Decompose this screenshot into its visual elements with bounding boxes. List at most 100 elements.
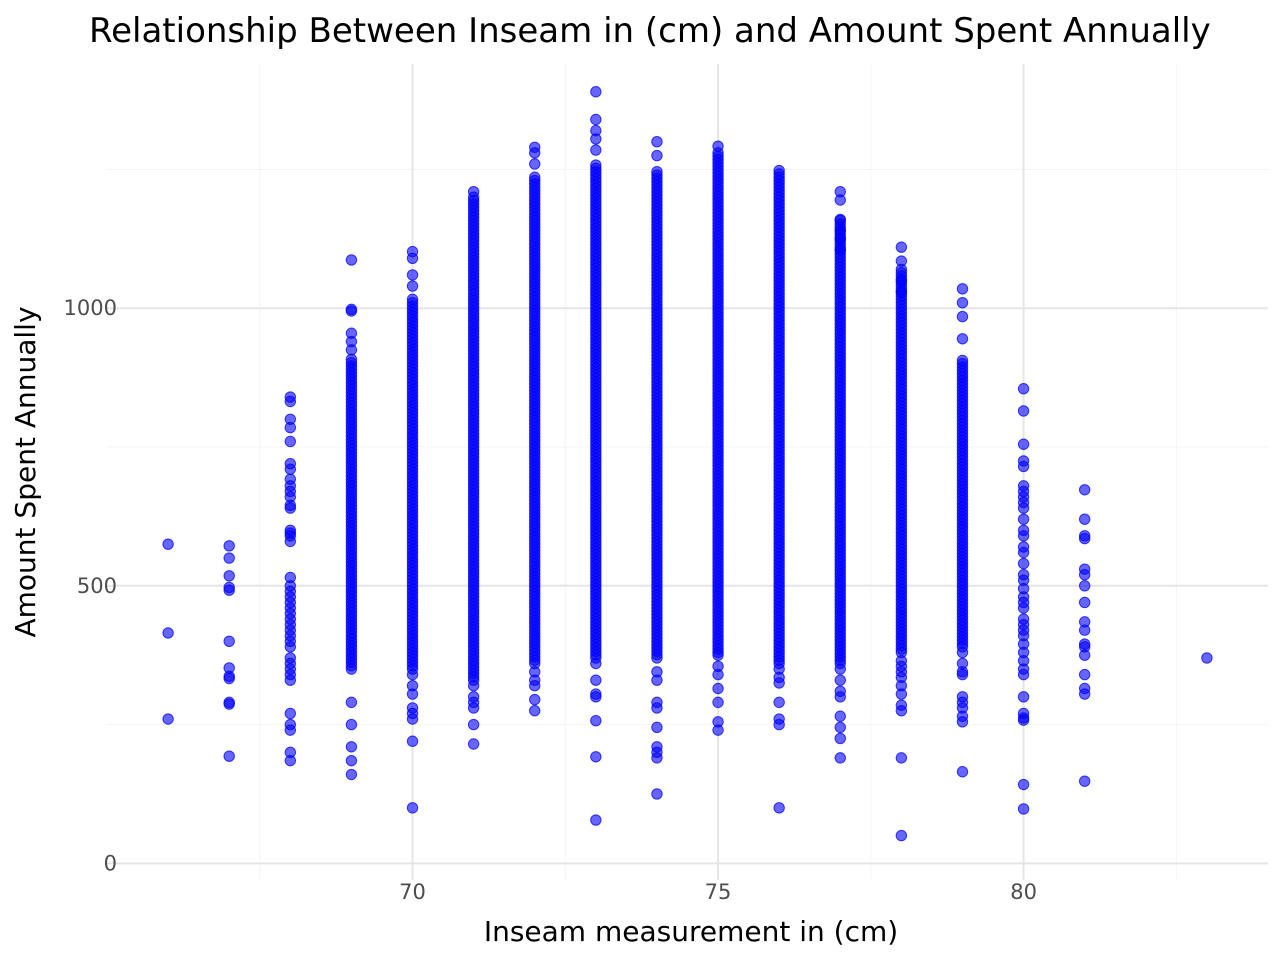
data-point <box>1078 568 1091 581</box>
data-point <box>1078 668 1091 681</box>
data-point <box>345 254 358 266</box>
data-point <box>834 691 846 703</box>
data-point <box>1017 546 1030 559</box>
data-point <box>1017 383 1030 395</box>
data-point <box>1078 688 1091 700</box>
data-point <box>651 149 663 162</box>
data-point <box>1078 624 1091 636</box>
data-point <box>1201 652 1213 664</box>
data-point <box>651 788 663 800</box>
data-point <box>284 395 297 408</box>
data-point <box>406 688 419 700</box>
data-point <box>956 668 969 681</box>
data-point <box>467 680 480 692</box>
data-point <box>284 463 297 475</box>
data-point <box>529 158 541 170</box>
data-point <box>1017 460 1030 473</box>
data-point <box>895 285 908 298</box>
major-gridlines <box>107 64 1268 880</box>
data-point <box>529 147 541 159</box>
data-point <box>406 280 419 292</box>
data-point <box>1017 602 1030 614</box>
data-point <box>590 133 602 145</box>
data-point <box>345 305 358 317</box>
data-point <box>895 704 908 717</box>
data-point <box>529 693 541 706</box>
data-point <box>223 552 235 564</box>
data-point <box>284 502 297 514</box>
data-point <box>834 721 846 734</box>
data-point <box>529 704 541 717</box>
y-axis-label: Amount Spent Annually <box>9 306 42 637</box>
data-point <box>590 814 602 826</box>
data-point <box>284 724 297 736</box>
data-point <box>590 691 602 703</box>
data-point <box>834 213 846 226</box>
data-point <box>834 710 846 722</box>
data-point <box>956 716 969 728</box>
data-point <box>1017 557 1030 570</box>
data-point <box>895 688 908 700</box>
data-point <box>834 663 846 675</box>
data-point <box>590 113 602 126</box>
data-point <box>956 354 969 367</box>
data-point <box>1078 649 1091 661</box>
data-point <box>834 732 846 745</box>
data-point <box>223 570 235 582</box>
data-point <box>529 680 541 692</box>
data-point <box>712 140 724 152</box>
data-point <box>529 171 541 183</box>
data-point <box>712 696 724 709</box>
data-point <box>406 293 419 306</box>
data-point <box>590 751 602 763</box>
data-point <box>1017 778 1030 791</box>
data-point <box>712 724 724 736</box>
data-point <box>773 696 785 709</box>
data-point <box>773 802 785 814</box>
data-point <box>1017 405 1030 417</box>
data-point <box>712 682 724 695</box>
data-point <box>406 713 419 725</box>
data-point <box>1078 775 1091 787</box>
data-point <box>895 274 908 287</box>
data-point <box>467 718 480 731</box>
data-point <box>895 241 908 253</box>
data-point <box>590 159 602 171</box>
data-point <box>956 646 969 659</box>
data-point <box>590 144 602 156</box>
data-point <box>345 768 358 781</box>
data-point <box>284 754 297 767</box>
data-point <box>651 674 663 686</box>
data-point <box>345 696 358 709</box>
data-point <box>956 766 969 778</box>
data-point <box>162 538 174 550</box>
data-point <box>223 672 235 685</box>
data-point <box>712 649 724 661</box>
y-tick-label: 500 <box>77 574 117 598</box>
data-point <box>956 310 969 323</box>
data-point <box>590 674 602 686</box>
data-point <box>1078 532 1091 545</box>
x-axis-label: Inseam measurement in (cm) <box>484 915 898 948</box>
data-point <box>406 668 419 681</box>
data-point <box>590 657 602 670</box>
data-point <box>834 752 846 764</box>
data-point <box>651 136 663 148</box>
data-point <box>284 707 297 720</box>
data-point <box>1017 502 1030 514</box>
data-point <box>284 641 297 653</box>
data-point <box>1078 580 1091 592</box>
data-point <box>284 535 297 548</box>
data-point <box>467 738 480 750</box>
data-point <box>345 344 358 356</box>
data-point <box>345 718 358 731</box>
data-point <box>284 435 297 448</box>
data-point <box>895 255 908 267</box>
data-point <box>1078 596 1091 609</box>
data-point <box>956 296 969 309</box>
data-point <box>1017 530 1030 542</box>
x-tick-label: 75 <box>705 880 732 904</box>
y-axis-ticks: 0 500 1000 <box>64 296 117 875</box>
data-point <box>345 754 358 767</box>
